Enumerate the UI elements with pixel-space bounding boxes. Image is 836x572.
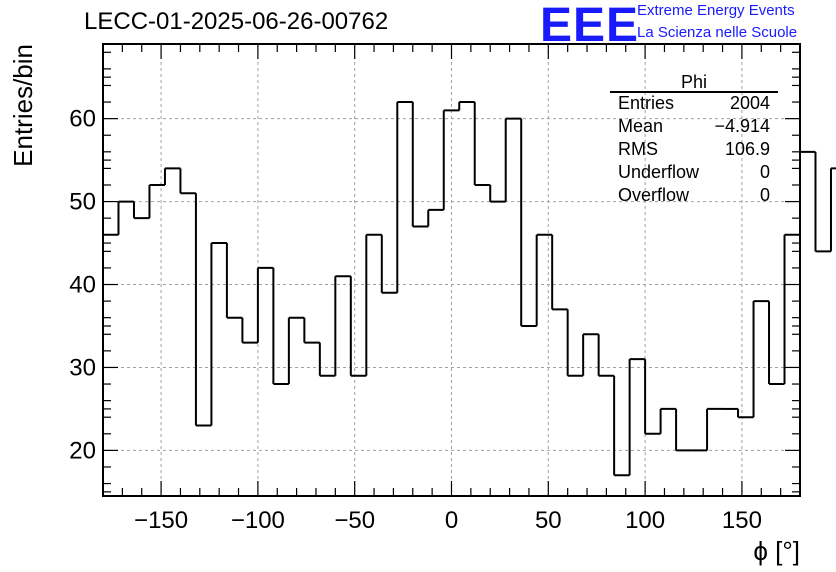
- x-tick-label: −100: [231, 507, 285, 534]
- histogram-bin: [148, 183, 165, 219]
- y-tick-label: 50: [69, 189, 96, 216]
- stats-label-mean: Mean: [618, 116, 664, 136]
- histogram-bin: [613, 375, 630, 477]
- histogram-bin: [737, 408, 754, 419]
- x-tick-label: −150: [134, 507, 188, 534]
- histogram-bin: [473, 102, 491, 186]
- histogram-bin: [380, 234, 398, 294]
- histogram-bin: [427, 208, 444, 227]
- histogram-bin: [272, 267, 289, 386]
- y-tick-label: 40: [69, 272, 96, 299]
- histogram-bin: [458, 101, 475, 111]
- x-tick-label: 150: [722, 507, 762, 534]
- stats-value-mean: −4.914: [714, 116, 770, 136]
- histogram-bin: [163, 167, 181, 185]
- stats-label-underflow: Underflow: [618, 162, 700, 182]
- histogram-bin: [783, 233, 800, 385]
- logo-subtitle-line1: Extreme Energy Events: [637, 2, 795, 19]
- histogram-bin: [582, 333, 599, 376]
- histogram-bin: [566, 309, 584, 377]
- histogram-bin: [287, 316, 305, 385]
- histogram-bin: [411, 102, 429, 228]
- histogram-bin: [628, 358, 646, 476]
- histogram-bin: [799, 150, 816, 235]
- stats-value-entries: 2004: [729, 93, 770, 113]
- histogram-bin: [752, 300, 770, 418]
- histogram-bin: [520, 118, 537, 327]
- histogram-bin: [179, 168, 196, 195]
- histogram-bin: [706, 407, 723, 451]
- histogram-bin: [318, 342, 336, 377]
- histogram-bin: [241, 317, 258, 344]
- x-tick-label: 0: [445, 507, 458, 534]
- stats-label-rms: RMS: [618, 139, 658, 159]
- stats-value-overflow: 0: [759, 185, 770, 205]
- histogram-bin: [442, 109, 460, 210]
- stats-divider: [610, 91, 778, 93]
- x-tick-label: −50: [334, 507, 375, 534]
- histogram-bin: [489, 184, 506, 203]
- histogram-bin: [597, 334, 615, 377]
- stats-label-entries: Entries: [618, 93, 675, 113]
- x-tick-label: 50: [535, 507, 562, 534]
- stats-value-rms: 106.9: [724, 139, 770, 159]
- y-tick-label: 60: [69, 106, 96, 133]
- histogram-bin: [117, 200, 134, 235]
- logo-subtitle-line2: La Scienza nelle Scuole: [637, 24, 798, 41]
- stats-label-overflow: Overflow: [618, 185, 690, 205]
- stats-title: Phi: [680, 72, 707, 92]
- histogram-bin: [334, 275, 351, 376]
- y-tick-label: 20: [69, 437, 96, 464]
- histogram-bin: [256, 266, 274, 343]
- histogram-bin: [551, 234, 568, 311]
- histogram-bin: [194, 193, 212, 427]
- histogram-bin: [675, 408, 692, 452]
- stats-value-underflow: 0: [759, 162, 770, 182]
- histogram-bin: [535, 233, 553, 326]
- histogram-bin: [829, 167, 836, 252]
- histogram-bin: [659, 407, 677, 434]
- histogram-bin: [210, 242, 227, 426]
- histogram-bin: [396, 101, 413, 293]
- chart-title: LECC-01-2025-06-26-00762: [84, 8, 389, 35]
- x-axis-label: ϕ [°]: [753, 536, 800, 566]
- histogram-bin: [132, 201, 150, 220]
- y-tick-label: 30: [69, 354, 96, 381]
- histogram-bin: [644, 359, 661, 435]
- x-tick-label: 100: [625, 507, 665, 534]
- histogram-bin: [365, 233, 382, 376]
- histogram-bin: [349, 276, 367, 377]
- histogram-bin: [768, 301, 785, 386]
- histogram-bin: [504, 117, 522, 202]
- histogram-bin: [303, 317, 320, 344]
- histogram-bin: [814, 151, 831, 253]
- histogram-bin: [225, 243, 243, 319]
- y-axis-label: Entries/bin: [8, 44, 38, 167]
